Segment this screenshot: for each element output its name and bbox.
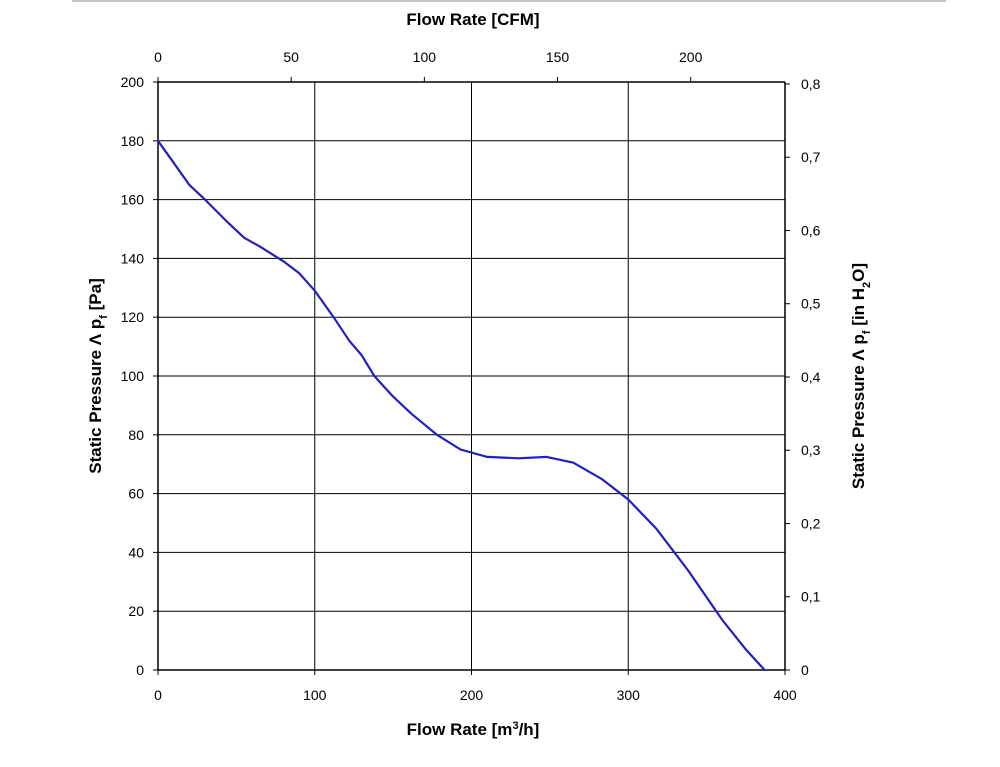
x-bottom-title-end: /h] xyxy=(519,720,540,739)
x-bottom-tick-label: 300 xyxy=(617,687,641,703)
y-right-tick-label: 0,2 xyxy=(801,515,821,531)
y-right-tick-label: 0,3 xyxy=(801,442,821,458)
x-bottom-title-sup: 3 xyxy=(512,720,518,732)
series xyxy=(156,139,766,672)
y-right-tick-label: 0,1 xyxy=(801,589,821,605)
y-left-tick-label: 60 xyxy=(128,486,144,502)
y-left-tick-label: 160 xyxy=(121,192,145,208)
y-right-tick-label: 0 xyxy=(801,662,809,678)
y-right-title-mid: [in H xyxy=(849,288,868,331)
y-right-title-end: O] xyxy=(849,263,868,282)
x-bottom-tick-label: 0 xyxy=(154,687,162,703)
y-left-tick-label: 140 xyxy=(121,250,145,266)
x-top-tick-label: 0 xyxy=(154,49,162,65)
x-top-tick-label: 100 xyxy=(413,49,437,65)
y-right-tick-label: 0,7 xyxy=(801,149,821,165)
x-top-tick-label: 150 xyxy=(546,49,570,65)
y-left-tick-label: 200 xyxy=(121,74,145,90)
y-left-tick-label: 0 xyxy=(136,662,144,678)
y-left-tick-label: 80 xyxy=(128,427,144,443)
x-bottom-tick-label: 400 xyxy=(773,687,797,703)
y-left-tick-label: 180 xyxy=(121,133,145,149)
y-right-axis-title: Static Pressure Λ pf [in H2O] xyxy=(849,263,873,489)
x-bottom-axis-title: Flow Rate [m3/h] xyxy=(407,720,540,739)
y-left-axis-title: Static Pressure Λ pf [Pa] xyxy=(86,278,110,473)
y-right-title-sub: f xyxy=(861,330,873,334)
x-top-tick-label: 50 xyxy=(283,49,299,65)
x-bottom-tick-label: 100 xyxy=(303,687,327,703)
series-line xyxy=(156,139,766,672)
y-left-tick-label: 100 xyxy=(121,368,145,384)
y-right-tick-label: 0,4 xyxy=(801,369,821,385)
y-right-tick-label: 0,8 xyxy=(801,76,821,92)
y-right-title-sub2: 2 xyxy=(861,282,873,288)
y-left-title-sub: f xyxy=(98,315,110,319)
y-right-tick-label: 0,6 xyxy=(801,222,821,238)
y-right-tick-label: 0,5 xyxy=(801,296,821,312)
x-top-axis-title: Flow Rate [CFM] xyxy=(406,10,539,29)
axes xyxy=(153,77,790,675)
y-left-tick-label: 120 xyxy=(121,309,145,325)
y-right-title-main: Static Pressure Λ p xyxy=(849,334,868,489)
y-left-tick-label: 20 xyxy=(128,603,144,619)
y-left-tick-label: 40 xyxy=(128,544,144,560)
x-top-tick-label: 200 xyxy=(679,49,703,65)
grid xyxy=(158,81,786,670)
y-left-title-main: Static Pressure Λ p xyxy=(86,319,105,474)
x-bottom-title-main: Flow Rate [m xyxy=(407,720,513,739)
y-left-title-end: [Pa] xyxy=(86,278,105,315)
x-bottom-tick-label: 200 xyxy=(460,687,484,703)
